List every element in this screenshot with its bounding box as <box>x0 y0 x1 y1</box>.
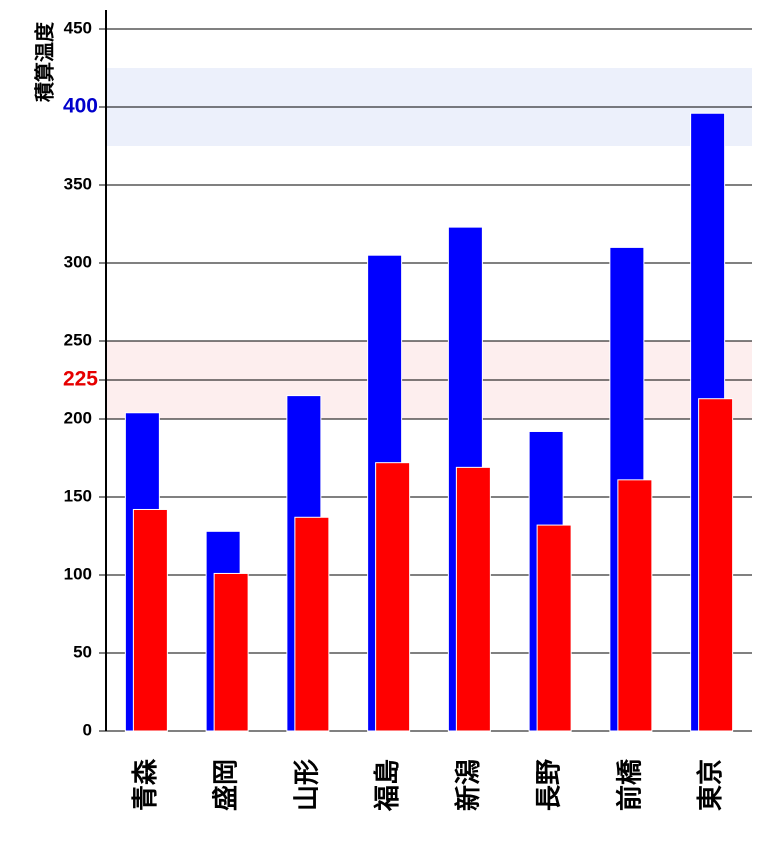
y-tick-label: 450 <box>64 18 92 37</box>
reference-bands <box>106 68 752 419</box>
x-tick-label: 東京 <box>695 759 726 811</box>
bar-series1-5 <box>536 524 572 732</box>
y-tick-label: 0 <box>83 720 92 739</box>
bar-series1-4 <box>455 466 491 732</box>
bars <box>124 112 734 732</box>
y-tick-labels: 0 50 100 150 200 250 300 350 450 <box>64 18 92 739</box>
y-tick-label: 300 <box>64 252 92 271</box>
y-axis-label: 積算温度 <box>33 21 57 102</box>
bar-series1-2 <box>294 516 330 732</box>
y-tick-label: 200 <box>64 408 92 427</box>
x-tick-label: 前橋 <box>614 758 645 811</box>
x-tick-label: 青森 <box>131 758 161 811</box>
x-tick-label: 山形 <box>292 759 322 811</box>
bar-series1-1 <box>213 572 249 732</box>
x-tick-label: 新潟 <box>453 759 484 811</box>
y-tick-label: 250 <box>64 330 92 349</box>
bar-series1-0 <box>132 508 168 732</box>
y-tick-label: 150 <box>64 486 92 505</box>
y-tick-label: 50 <box>73 642 92 661</box>
x-tick-label: 長野 <box>535 759 565 811</box>
reference-label-0: 400 <box>63 95 98 118</box>
bar-series1-3 <box>375 462 411 732</box>
y-tick-label: 350 <box>64 174 92 193</box>
x-tick-labels: 青森 盛岡 山形 福島 新潟 長野 前橋 東京 <box>131 758 726 812</box>
bar-series1-7 <box>698 398 734 732</box>
x-tick-label: 福島 <box>373 759 403 812</box>
y-tick-label: 100 <box>64 564 92 583</box>
x-tick-label: 盛岡 <box>211 759 242 811</box>
reference-label-1: 225 <box>63 368 98 391</box>
bar-series1-6 <box>617 479 653 732</box>
reference-labels: 400 225 <box>63 95 98 391</box>
